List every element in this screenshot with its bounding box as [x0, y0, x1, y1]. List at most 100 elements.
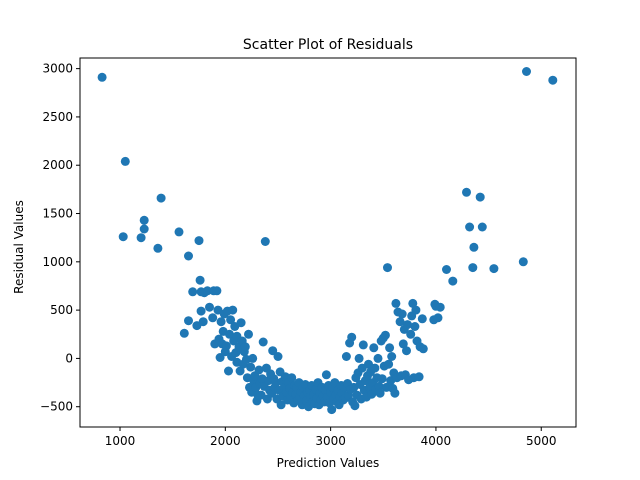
data-point	[462, 187, 471, 197]
data-point	[406, 329, 416, 339]
data-point	[246, 362, 256, 372]
data-point	[194, 236, 204, 246]
data-point	[433, 313, 443, 323]
data-point	[225, 329, 234, 339]
data-point	[268, 346, 278, 356]
data-point	[465, 222, 475, 232]
data-point	[236, 318, 246, 328]
data-point	[391, 298, 401, 308]
data-point	[287, 373, 297, 383]
data-point	[403, 320, 412, 330]
data-point	[370, 363, 380, 373]
data-point	[374, 381, 384, 391]
data-point	[254, 365, 264, 375]
data-point	[228, 305, 238, 315]
data-point	[468, 263, 478, 273]
data-point	[518, 257, 528, 267]
data-point	[380, 330, 390, 340]
data-point	[221, 341, 231, 351]
data-point	[350, 401, 360, 411]
data-point	[373, 353, 383, 363]
data-point	[369, 343, 379, 353]
data-point	[410, 322, 420, 331]
data-point	[390, 388, 400, 398]
y-tick-label: 1500	[42, 207, 73, 221]
data-point	[208, 313, 218, 323]
data-point	[383, 263, 392, 273]
data-point	[522, 67, 531, 76]
y-tick-label: 3000	[42, 62, 73, 76]
data-point	[354, 353, 364, 363]
data-point	[387, 352, 397, 361]
data-point	[195, 275, 205, 285]
data-point	[414, 372, 424, 382]
data-point	[347, 332, 357, 342]
x-axis: 1000 2000 3000 4000 5000	[105, 427, 557, 448]
plot-frame	[79, 57, 577, 428]
data-point	[198, 317, 208, 327]
data-point	[435, 302, 445, 312]
data-point	[248, 353, 258, 363]
data-point	[442, 265, 451, 274]
data-point	[226, 315, 236, 325]
data-point	[477, 222, 487, 232]
y-tick-label: −500	[40, 400, 73, 414]
x-tick-label: 3000	[315, 434, 346, 448]
data-point	[120, 156, 130, 166]
data-point	[179, 328, 189, 338]
x-tick-label: 4000	[421, 434, 452, 448]
y-tick-label: 2000	[42, 158, 73, 172]
data-point	[358, 340, 368, 350]
y-tick-label: 0	[65, 351, 73, 365]
y-axis: −500 0 500 1000 1500 2000 2500 3000	[40, 62, 80, 414]
data-point	[327, 405, 337, 415]
data-point	[469, 242, 479, 252]
data-point	[385, 343, 395, 353]
data-point	[402, 346, 411, 356]
data-point	[139, 224, 149, 234]
data-point	[205, 302, 214, 312]
data-point	[235, 366, 245, 376]
data-point	[215, 353, 225, 362]
data-point	[384, 359, 394, 369]
data-point	[260, 237, 270, 246]
data-point	[411, 305, 421, 315]
data-point	[321, 370, 331, 380]
data-point	[153, 243, 163, 253]
data-point	[184, 316, 193, 326]
data-point	[136, 233, 146, 243]
chart-title: Scatter Plot of Residuals	[243, 37, 413, 53]
data-point	[244, 329, 253, 339]
data-point	[448, 276, 458, 286]
data-point	[475, 192, 485, 202]
y-tick-label: 2500	[42, 110, 73, 124]
data-point	[377, 374, 387, 384]
y-axis-label: Residual Values	[12, 200, 26, 294]
data-point	[398, 339, 408, 349]
points-layer	[97, 67, 558, 415]
data-point	[341, 352, 351, 361]
data-point	[395, 317, 405, 327]
data-point	[118, 232, 128, 242]
data-point	[174, 227, 184, 237]
data-point	[224, 366, 233, 376]
x-tick-label: 5000	[526, 434, 557, 448]
y-tick-label: 500	[50, 303, 73, 317]
data-point	[397, 309, 407, 319]
data-point	[216, 317, 226, 327]
data-point	[184, 251, 193, 261]
data-point	[240, 342, 250, 352]
data-point	[212, 286, 222, 296]
data-point	[258, 337, 268, 347]
data-point	[548, 75, 558, 85]
data-point	[97, 72, 107, 82]
data-point	[417, 314, 427, 324]
x-tick-label: 1000	[105, 434, 136, 448]
data-point	[188, 287, 198, 297]
data-point	[418, 344, 428, 354]
data-point	[276, 400, 286, 410]
data-point	[408, 298, 418, 308]
data-point	[273, 352, 283, 361]
x-tick-label: 2000	[210, 434, 241, 448]
